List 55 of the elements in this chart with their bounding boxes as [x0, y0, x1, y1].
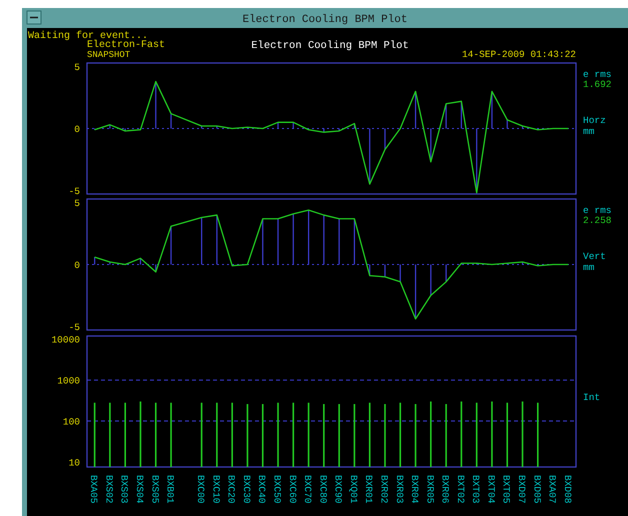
y-tick-label: 5	[74, 198, 80, 210]
x-tick-label: BXC00	[195, 475, 206, 504]
y-tick-label: 10	[68, 457, 80, 468]
text: 14-SEP-2009 01:43:22	[462, 49, 576, 60]
y-tick-label: 0	[74, 124, 80, 135]
text: SNAPSHOT	[87, 50, 131, 60]
x-tick-label: BXD07	[516, 475, 528, 504]
x-tick-label: BXC70	[302, 475, 314, 504]
x-tick-label: BXD08	[562, 475, 573, 504]
text: Electron-Fast	[87, 39, 166, 51]
text: Int	[583, 392, 600, 403]
y-tick-label: -5	[68, 186, 80, 197]
x-tick-label: BXD05	[531, 475, 542, 504]
x-tick-label: BXB01	[164, 475, 176, 504]
y-tick-label: 0	[74, 260, 80, 271]
x-tick-label: BXA07	[546, 475, 558, 504]
text: Electron Cooling BPM Plot	[242, 14, 408, 26]
x-tick-label: BXC60	[286, 475, 298, 504]
x-tick-label: BXC40	[256, 475, 268, 504]
x-tick-label: BXR01	[363, 475, 374, 504]
y-tick-label: -5	[68, 322, 80, 333]
x-tick-label: BXS03	[118, 475, 130, 504]
x-tick-label: BXC30	[240, 475, 252, 504]
text: e rms	[583, 205, 612, 216]
text: 2.258	[583, 215, 612, 226]
x-tick-label: BXT04	[485, 475, 496, 504]
text: Electron Cooling BPM Plot	[251, 40, 409, 52]
x-tick-label: BXS05	[149, 475, 160, 504]
x-tick-label: BXT05	[500, 475, 512, 504]
text: mm	[583, 262, 595, 273]
text: Horz	[583, 115, 606, 126]
x-tick-label: BXT02	[454, 475, 466, 504]
y-tick-label: 1000	[57, 376, 80, 387]
x-tick-label: BXC20	[226, 475, 237, 504]
x-tick-label: BXC10	[210, 475, 222, 504]
y-tick-label: 10000	[51, 334, 80, 346]
x-tick-label: BXR03	[394, 475, 405, 504]
text: 1.692	[583, 79, 612, 90]
y-tick-label: 5	[74, 62, 80, 74]
x-tick-label: BXC50	[272, 475, 283, 504]
x-tick-label: BXQ01	[348, 475, 359, 504]
x-tick-label: BXT03	[470, 475, 482, 504]
text: mm	[583, 126, 595, 137]
x-tick-label: BXC90	[332, 475, 344, 504]
x-tick-label: BXR06	[440, 475, 451, 504]
y-tick-label: 100	[62, 416, 80, 428]
x-tick-label: BXS04	[134, 475, 145, 504]
x-tick-label: BXR04	[409, 475, 420, 504]
text: e rms	[583, 69, 612, 80]
x-tick-label: BXR05	[424, 475, 436, 504]
text: Vert	[583, 251, 606, 262]
x-tick-label: BXR02	[378, 475, 390, 504]
x-tick-label: BXA05	[88, 475, 100, 504]
x-tick-label: BXC80	[317, 475, 328, 504]
x-tick-label: BXS02	[103, 475, 114, 504]
